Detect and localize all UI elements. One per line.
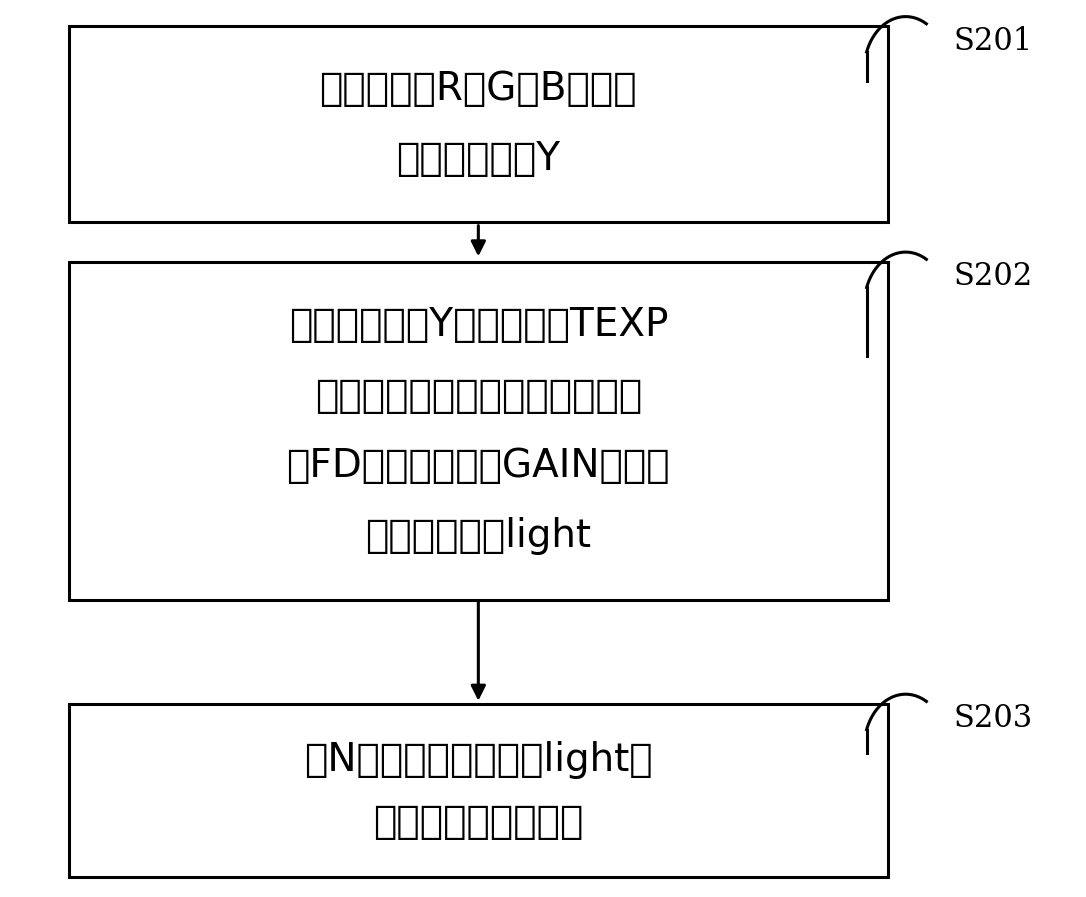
- Text: 根据图像亮度Y、曝光时间TEXP: 根据图像亮度Y、曝光时间TEXP: [289, 306, 668, 344]
- FancyBboxPatch shape: [68, 262, 888, 599]
- Text: S201: S201: [954, 25, 1033, 57]
- Text: 对N帧图像的光强信息light取: 对N帧图像的光强信息light取: [304, 741, 653, 779]
- Text: S203: S203: [954, 703, 1033, 734]
- FancyBboxPatch shape: [68, 26, 888, 222]
- Text: 、感光二极管的当前光能转化增: 、感光二极管的当前光能转化增: [315, 377, 642, 414]
- Text: 平均值，得到光强值: 平均值，得到光强值: [374, 803, 583, 840]
- Text: S202: S202: [954, 261, 1033, 292]
- Text: 统计图像的R、G、B分量，: 统计图像的R、G、B分量，: [319, 70, 637, 109]
- Text: 益FD以及第二增益GAIN，计算: 益FD以及第二增益GAIN，计算: [287, 447, 670, 485]
- Text: 得到光强信息light: 得到光强信息light: [365, 518, 592, 555]
- Text: 得到图像亮度Y: 得到图像亮度Y: [396, 140, 560, 178]
- FancyBboxPatch shape: [68, 704, 888, 877]
